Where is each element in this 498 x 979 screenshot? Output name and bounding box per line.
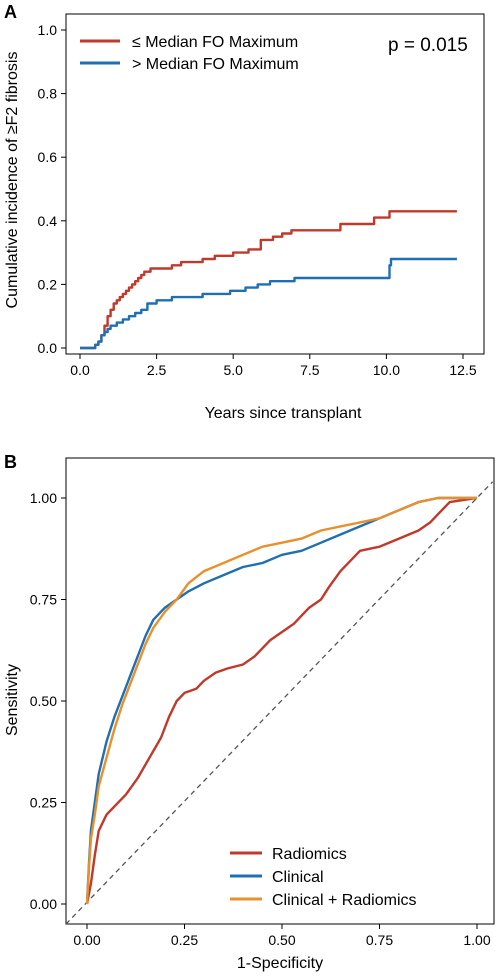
- panel-a-ytick-label: 0.6: [38, 149, 58, 165]
- panel-b-ytick-label: 0.25: [30, 795, 57, 811]
- panel-a-ticks: 0.0 2.5 5.0 7.5 10.0 12.5 0.0 0.2 0.4 0.6 0.8 1.0: [38, 22, 477, 378]
- panel-b-ytick-label: 0.50: [30, 693, 57, 709]
- panel-a-series: [80, 210, 457, 350]
- legend-label-clinical: Clinical: [272, 869, 324, 886]
- panel-b-plot-frame: [65, 457, 495, 925]
- legend-label-le-median: ≤ Median FO Maximum: [132, 34, 298, 51]
- panel-b-series: [85, 496, 478, 905]
- panel-a-ytick-label: 0.4: [38, 213, 58, 229]
- panel-b-legend: Radiomics Clinical Clinical + Radiomics: [230, 846, 417, 909]
- panel-a-xtick-label: 0.0: [70, 362, 90, 378]
- panel-b-ytick-label: 0.00: [30, 896, 57, 912]
- panel-b-xtick-label: 1.00: [463, 932, 490, 948]
- panel-b-ytick-label: 1.00: [30, 490, 57, 506]
- panel-a-ytick-label: 1.0: [38, 22, 58, 38]
- panel-b-xtick-label: 0.00: [73, 932, 100, 948]
- legend-label-gt-median: > Median FO Maximum: [132, 56, 299, 73]
- panel-b-xtick-label: 0.50: [268, 932, 295, 948]
- panel-b-label: B: [4, 452, 17, 472]
- panel-b-reference-diagonal: [65, 481, 494, 925]
- panel-a-annotation: p = 0.015: [388, 35, 468, 56]
- panel-a-series-line-1: [80, 257, 457, 350]
- panel-b-ytick-label: 0.75: [30, 592, 57, 608]
- panel-a-label: A: [4, 2, 17, 22]
- panel-b-ticks: 0.00 0.25 0.50 0.75 1.00 0.00 0.25 0.50 0.75 1.00: [30, 490, 491, 948]
- panel-a-xtick-label: 10.0: [373, 362, 400, 378]
- panel-b-series-line-0: [85, 496, 478, 905]
- panel-a-series-line-0: [80, 210, 457, 350]
- panel-b-ylabel: Sensitivity: [4, 664, 21, 736]
- panel-b-xtick-label: 0.75: [366, 932, 393, 948]
- panel-a-xlabel: Years since transplant: [205, 405, 362, 422]
- panel-a-xtick-label: 5.0: [223, 362, 243, 378]
- panel-a-ytick-label: 0.2: [38, 276, 58, 292]
- panel-a-xtick-label: 2.5: [147, 362, 167, 378]
- legend-label-clinical-radiomics: Clinical + Radiomics: [272, 892, 417, 909]
- panel-b-xtick-label: 0.25: [171, 932, 198, 948]
- panel-a-xtick-label: 7.5: [300, 362, 320, 378]
- legend-label-radiomics: Radiomics: [272, 846, 347, 863]
- panel-a: A 0.0 2.5 5.0 7.5 10.0 12.5 0.0 0.2 0.4 0.6 0.8 1.0…: [4, 2, 485, 422]
- panel-a-ytick-label: 0.0: [38, 340, 58, 356]
- panel-a-ytick-label: 0.8: [38, 86, 58, 102]
- panel-b-series-line-2: [85, 496, 477, 905]
- panel-a-xtick-label: 12.5: [449, 362, 476, 378]
- panel-a-plot-frame: [65, 13, 485, 355]
- panel-b-xlabel: 1-Specificity: [237, 955, 323, 972]
- panel-b: B 0.00 0.25 0.50 0.75 1.00 0.00 0.25 0.50 0.75 1.…: [4, 452, 495, 972]
- panel-a-legend: ≤ Median FO Maximum > Median FO Maximum: [80, 34, 299, 73]
- panel-a-ylabel: Cumulative incidence of ≥F2 fibrosis: [4, 52, 21, 309]
